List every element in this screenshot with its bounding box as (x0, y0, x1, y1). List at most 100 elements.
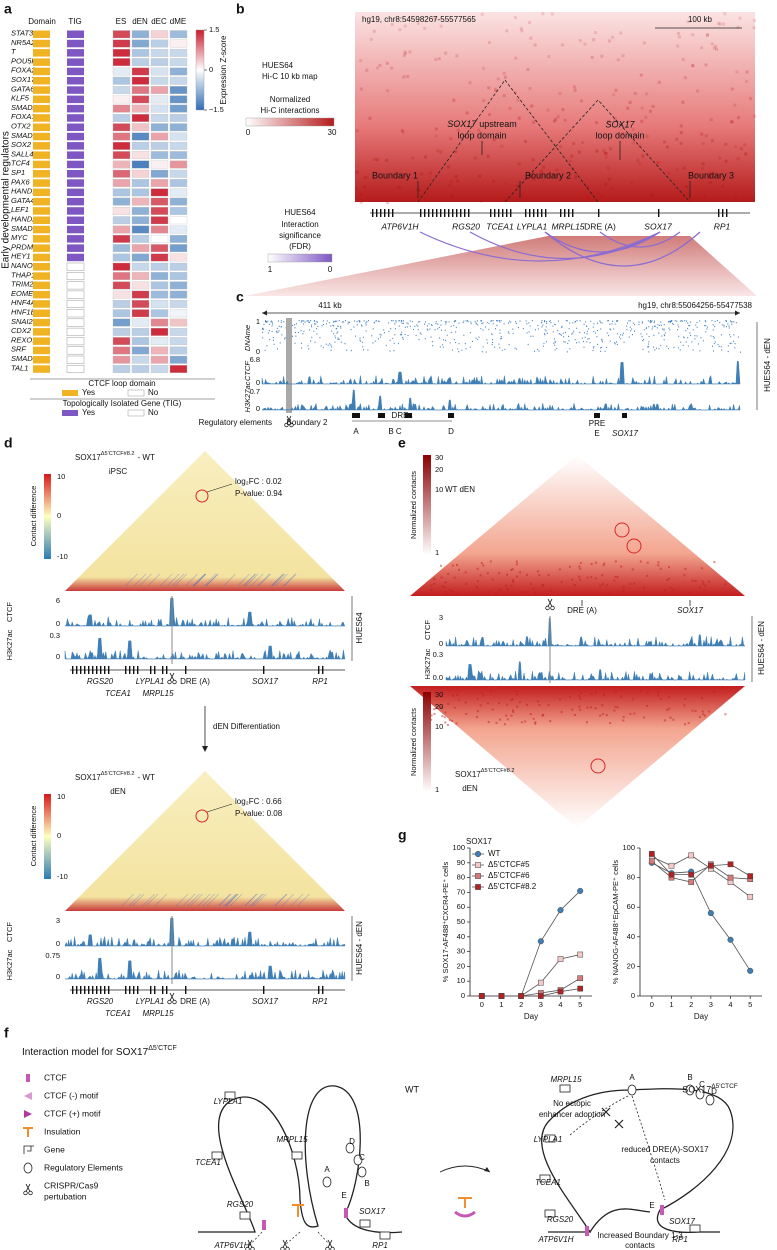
map-texture (510, 714, 513, 717)
y-tick-label: 80 (627, 873, 635, 882)
map-texture (245, 573, 259, 587)
exon (424, 209, 426, 217)
interaction-arc (419, 231, 661, 262)
gene-label: REXO1 (11, 335, 36, 344)
dname-dot (554, 344, 556, 346)
dname-dot (377, 320, 379, 322)
map-texture (499, 718, 502, 721)
dname-dot (341, 321, 343, 323)
dname-dot (333, 320, 335, 323)
point (577, 951, 584, 958)
dname-dot (531, 320, 533, 322)
map-texture (475, 586, 478, 589)
dname-dot (314, 320, 316, 322)
exon (436, 209, 438, 217)
domain-cell (33, 300, 50, 308)
hic-texture (691, 64, 695, 68)
heatmap-cell (169, 169, 188, 178)
domain-cell (33, 328, 50, 336)
dname-dot (426, 328, 428, 330)
hic-texture (600, 195, 604, 199)
dname-dot (371, 335, 373, 337)
map-texture (218, 893, 232, 907)
dname-dot (622, 334, 624, 336)
map-texture (691, 579, 694, 582)
map-texture (599, 714, 602, 717)
hic-texture (365, 68, 369, 72)
dname-dot (517, 326, 519, 329)
x-tick-label: 5 (578, 1000, 582, 1009)
exon (560, 209, 562, 217)
interaction-arc (544, 231, 661, 253)
text-label: 10 (435, 485, 443, 494)
hic-texture (738, 16, 742, 20)
domain-cell (33, 290, 50, 299)
dname-dot (391, 320, 393, 322)
dname-dot (714, 341, 716, 343)
map-texture (549, 720, 552, 723)
map-texture (430, 584, 433, 587)
map-texture (633, 712, 636, 715)
map-texture (613, 579, 616, 582)
y-axis-label: % NANOG-AF488⁺EpCAM-PE⁺ cells (611, 860, 620, 984)
dname-dot (424, 338, 426, 340)
hic-texture (437, 57, 441, 61)
dname-dot (340, 327, 342, 329)
dname-dot (333, 321, 335, 323)
dname-dot (687, 345, 689, 347)
gene-label: PAX6 (11, 177, 30, 186)
contact-difference-map (65, 451, 345, 591)
hic-texture (721, 184, 725, 188)
dname-dot (585, 321, 587, 323)
dname-dot (359, 339, 361, 341)
exon (92, 986, 94, 994)
x-tick-label: 0 (480, 1000, 484, 1009)
dname-dot (563, 341, 565, 343)
dname-dot (588, 328, 590, 330)
hic-texture (479, 199, 483, 203)
domain-cell (33, 346, 50, 355)
domain-cell (33, 309, 50, 317)
hic-texture (734, 193, 738, 197)
title-main: Interaction model for SOX17 (22, 1047, 149, 1058)
dname-dot (336, 327, 338, 330)
exon (456, 209, 458, 217)
map-texture (448, 589, 451, 592)
dname-dot (400, 320, 402, 322)
hic-texture (364, 175, 368, 179)
dname-dot (669, 321, 671, 324)
map-texture (503, 723, 506, 726)
dname-dot (477, 324, 479, 326)
dname-dot (372, 328, 374, 330)
dname-dot (600, 321, 602, 323)
domain-cell (33, 132, 50, 141)
hic-texture (704, 134, 708, 138)
heatmap-cell (169, 197, 188, 206)
map-texture (568, 565, 571, 568)
exon (125, 666, 127, 674)
map-texture (585, 721, 588, 724)
dname-dot (592, 326, 594, 328)
dname-dot (706, 326, 708, 328)
dname-dot (418, 339, 420, 341)
dname-dot (480, 320, 482, 322)
heatmap-cell (150, 95, 169, 104)
dname-dot (440, 329, 442, 331)
hic-texture (578, 38, 582, 42)
exon (100, 986, 102, 994)
text-label: E (594, 429, 599, 438)
hic-texture (613, 117, 617, 121)
legend-label: Δ5'CTCF#6 (488, 871, 530, 880)
point (557, 956, 564, 962)
text-label: 6 (56, 596, 60, 605)
dname-dot (597, 322, 599, 324)
dname-dot (406, 326, 408, 328)
map-texture (441, 715, 444, 718)
dname-dot (279, 342, 281, 344)
dname-dot (677, 347, 679, 349)
dname-dot (528, 322, 530, 324)
dname-dot (507, 331, 509, 333)
hic-texture (724, 142, 728, 146)
gene-label: DRE (A) (180, 997, 210, 1006)
